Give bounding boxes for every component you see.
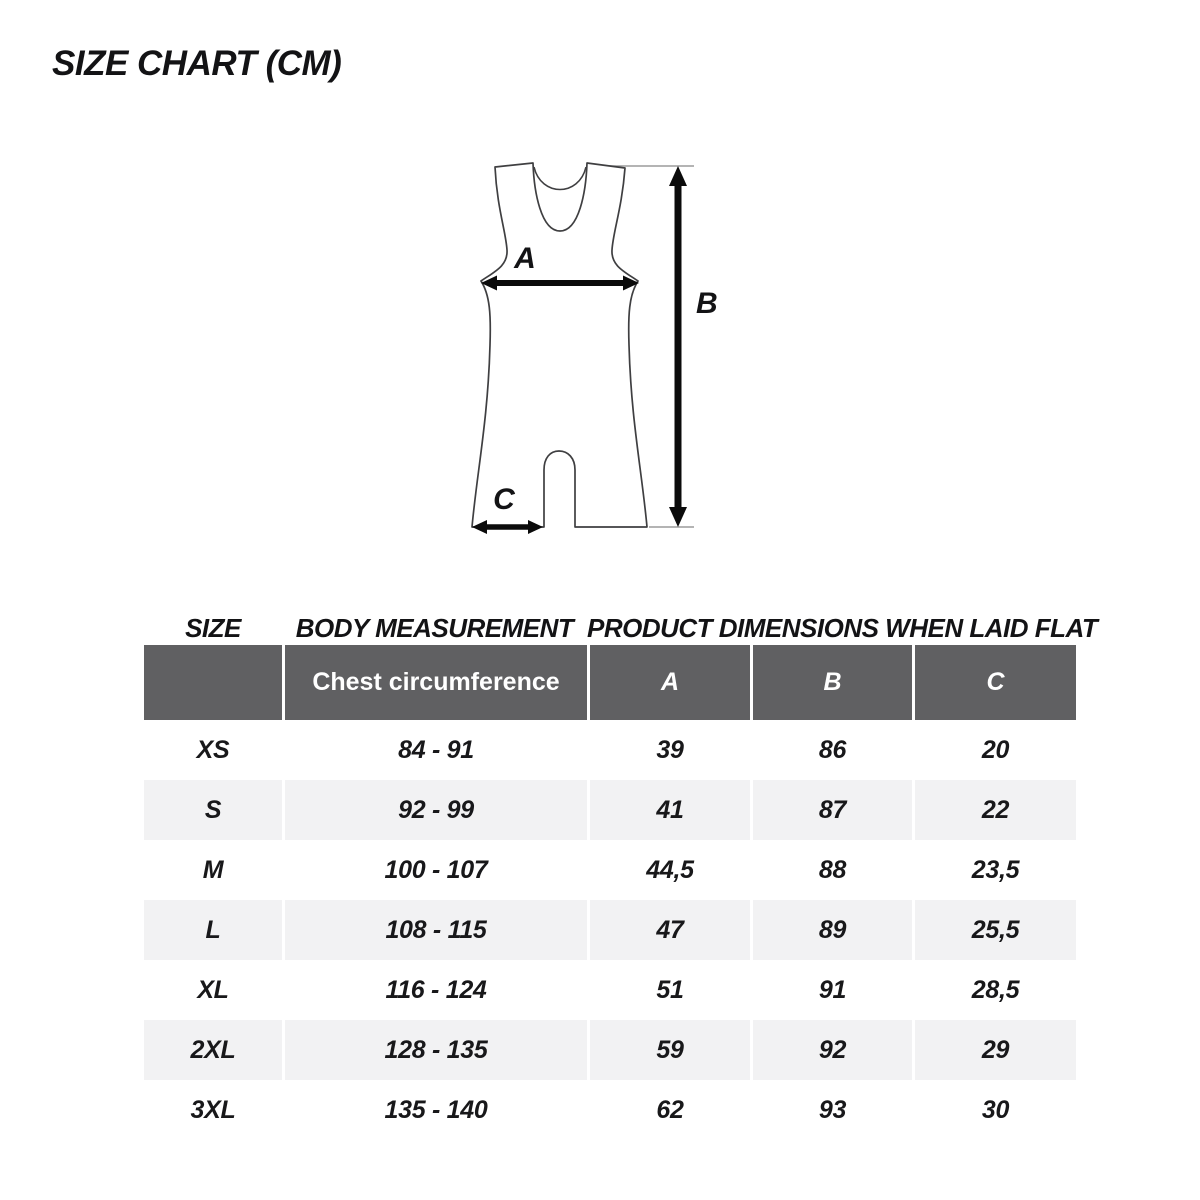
cell-b: 91 (818, 975, 847, 1004)
diagram-label-a: A (513, 242, 536, 275)
dimension-arrow-c (472, 520, 543, 534)
header-cell-a: A (590, 645, 750, 720)
diagram-label-b: B (696, 287, 718, 320)
singlet-diagram: A B C (471, 162, 718, 534)
cell-chest: 135 - 140 (384, 1095, 488, 1124)
header-cell-chest-circumference: Chest circumference (285, 645, 587, 720)
cell-size: M (202, 855, 224, 884)
cell-size: S (144, 780, 282, 840)
cell-c: 29 (915, 1020, 1076, 1080)
table-row-s: S 92 - 99 41 87 22 (144, 780, 1076, 840)
cell-a: 59 (590, 1020, 750, 1080)
cell-b: 93 (818, 1095, 847, 1124)
cell-size: L (144, 900, 282, 960)
cell-size: 2XL (144, 1020, 282, 1080)
cell-a: 47 (590, 900, 750, 960)
table-row-2xl: 2XL 128 - 135 59 92 29 (144, 1020, 1076, 1080)
dimension-arrow-b (669, 166, 687, 527)
column-group-size: SIZE (185, 613, 241, 643)
cell-size: XS (196, 735, 230, 764)
cell-a: 44,5 (646, 855, 694, 884)
cell-chest: 116 - 124 (385, 975, 487, 1004)
back-neckline (533, 166, 587, 191)
cell-c: 30 (981, 1095, 1010, 1124)
cell-b: 88 (818, 855, 847, 884)
table-row-3xl: 3XL 135 - 140 62 93 30 (144, 1080, 1076, 1140)
cell-chest: 100 - 107 (384, 855, 488, 884)
cell-chest: 92 - 99 (285, 780, 587, 840)
cell-c: 28,5 (971, 975, 1020, 1004)
cell-c: 23,5 (971, 855, 1020, 884)
column-group-body-measurement: BODY MEASUREMENT (295, 613, 574, 643)
cell-a: 39 (656, 735, 684, 764)
table-row-xl: XL 116 - 124 51 91 28,5 (144, 960, 1076, 1020)
cell-chest: 128 - 135 (285, 1020, 587, 1080)
header-cell-size (144, 645, 282, 720)
header-cell-b: B (753, 645, 912, 720)
cell-chest: 108 - 115 (285, 900, 587, 960)
cell-chest: 84 - 91 (398, 735, 474, 764)
table-row-xs: XS 84 - 91 39 86 20 (144, 720, 1076, 780)
cell-c: 20 (981, 735, 1010, 764)
table-row-l: L 108 - 115 47 89 25,5 (144, 900, 1076, 960)
column-group-product-dimensions: PRODUCT DIMENSIONS WHEN LAID FLAT (587, 613, 1098, 643)
cell-size: 3XL (190, 1095, 236, 1124)
dimension-arrow-a (481, 275, 639, 291)
header-cell-c: C (915, 645, 1076, 720)
table-header-row: Chest circumference A B C (144, 645, 1076, 720)
cell-b: 86 (818, 735, 847, 764)
cell-c: 22 (915, 780, 1076, 840)
cell-b: 89 (753, 900, 912, 960)
cell-b: 92 (753, 1020, 912, 1080)
cell-size: XL (197, 975, 229, 1004)
cell-c: 25,5 (915, 900, 1076, 960)
table-row-m: M 100 - 107 44,5 88 23,5 (144, 840, 1076, 900)
cell-a: 62 (656, 1095, 684, 1124)
cell-b: 87 (753, 780, 912, 840)
diagram-label-c: C (493, 483, 516, 516)
singlet-outline (471, 162, 648, 528)
cell-a: 41 (590, 780, 750, 840)
cell-a: 51 (656, 975, 684, 1004)
page-title: SIZE CHART (CM) (52, 44, 342, 83)
